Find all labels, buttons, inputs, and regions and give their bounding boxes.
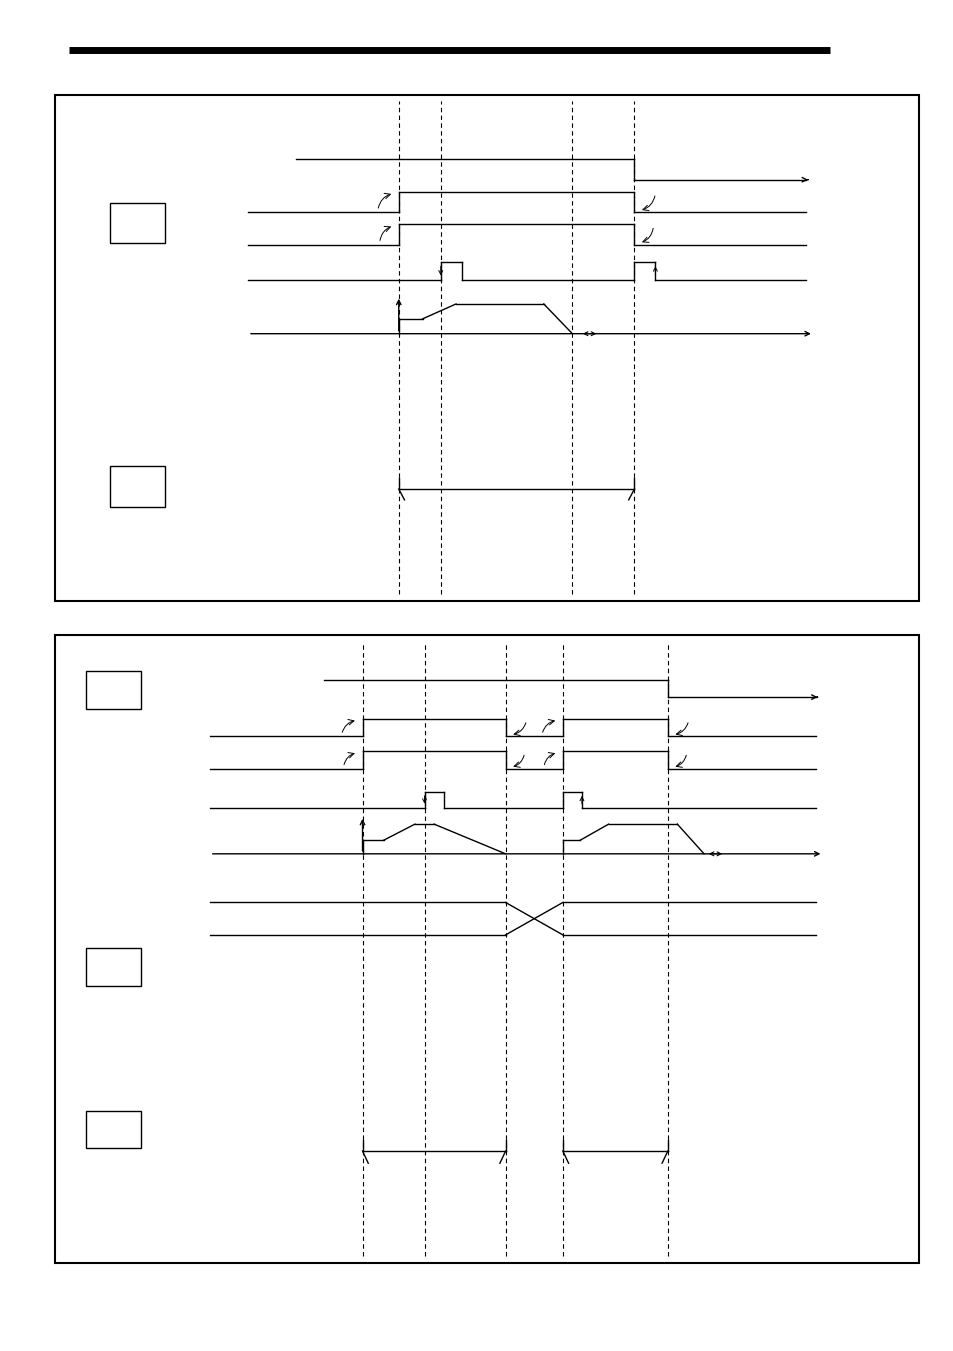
- Bar: [55, 635, 918, 1263]
- Bar: [110, 203, 165, 243]
- Bar: [110, 466, 165, 507]
- Bar: [86, 671, 141, 709]
- Bar: [86, 948, 141, 986]
- Bar: [55, 95, 918, 601]
- Bar: [86, 1111, 141, 1148]
